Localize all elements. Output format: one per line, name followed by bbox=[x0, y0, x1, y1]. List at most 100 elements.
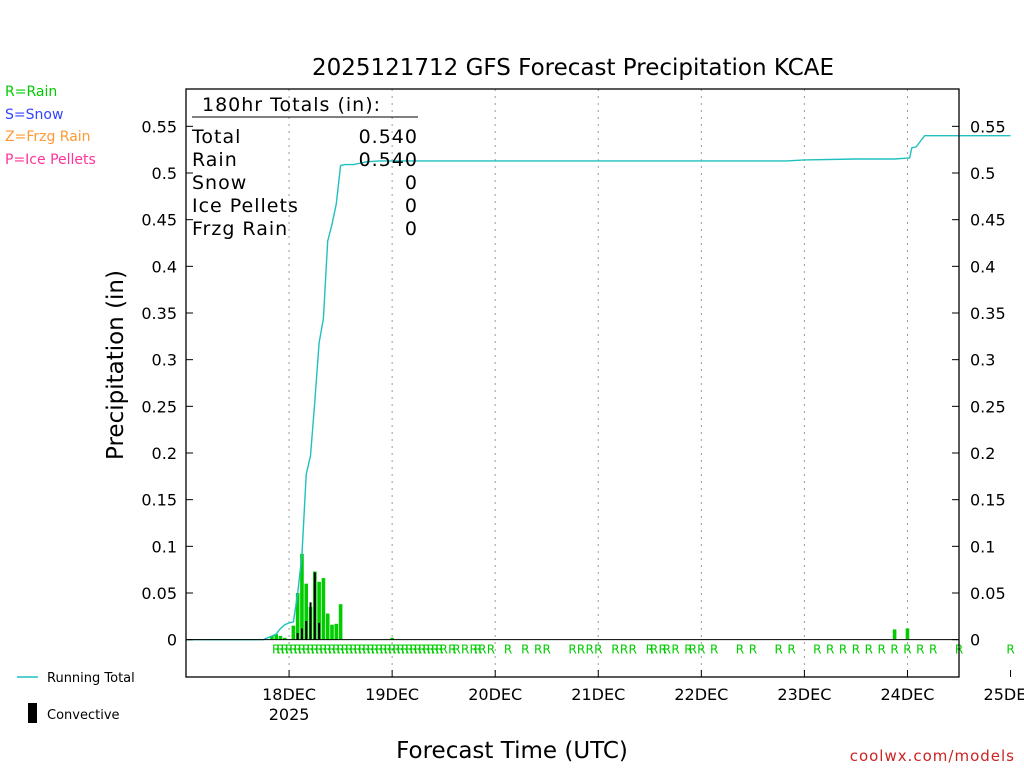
ptype-mark-rain: R bbox=[452, 643, 460, 657]
rain-bar bbox=[291, 625, 296, 640]
rain-bar bbox=[295, 593, 300, 640]
rain-bar bbox=[325, 613, 330, 640]
x-tick-label: 22DEC bbox=[674, 685, 728, 704]
ptype-legend-ice-pellets: P=Ice Pellets bbox=[5, 152, 96, 168]
ptype-mark-rain: R bbox=[865, 643, 873, 657]
ptype-mark-rain: R bbox=[293, 643, 301, 657]
precipitation-bars bbox=[270, 553, 910, 640]
y-axis-right: 0 0.05 0.1 0.15 0.2 0.25 0.3 0.35 0.4 0.45 0.5 0.55 bbox=[952, 117, 1006, 650]
ptype-mark-rain: R bbox=[470, 643, 478, 657]
convective-bar bbox=[318, 622, 321, 640]
ptype-mark-rain: R bbox=[929, 643, 937, 657]
ptype-mark-rain: R bbox=[659, 643, 667, 657]
ptype-mark-rain: R bbox=[577, 643, 585, 657]
ptype-mark-rain: R bbox=[568, 643, 576, 657]
ptype-mark-rain: R bbox=[1006, 643, 1014, 657]
ptype-mark-rain: R bbox=[787, 643, 795, 657]
ptype-mark-rain: R bbox=[749, 643, 757, 657]
ptype-mark-rain: R bbox=[697, 643, 705, 657]
x-tick-sublabel: 2025 bbox=[269, 705, 310, 724]
ptype-mark-rain: R bbox=[620, 643, 628, 657]
totals-heading: 180hr Totals (in): bbox=[202, 94, 381, 116]
ptype-mark-rain: R bbox=[774, 643, 782, 657]
chart-title: 2025121712 GFS Forecast Precipitation KC… bbox=[312, 55, 834, 81]
y-tick-label: 0.1 bbox=[152, 537, 177, 556]
y-tick-label: 0.25 bbox=[970, 397, 1006, 416]
y-tick-label: 0.15 bbox=[970, 491, 1006, 510]
ptype-mark-rain: R bbox=[852, 643, 860, 657]
ptype-mark-rain: R bbox=[628, 643, 636, 657]
rain-bar bbox=[278, 635, 283, 640]
ptype-mark-rain: R bbox=[349, 643, 357, 657]
running-total-line bbox=[186, 135, 1011, 641]
totals-value: 0.540 bbox=[359, 149, 418, 171]
rain-bar bbox=[892, 629, 897, 640]
ptype-legend-rain: R=Rain bbox=[5, 84, 57, 100]
convective-bar bbox=[300, 628, 303, 640]
ptype-mark-rain: R bbox=[302, 643, 310, 657]
totals-label: Snow bbox=[192, 172, 247, 194]
series-legend: Running Total Convective bbox=[17, 671, 135, 723]
ptype-mark-rain: R bbox=[710, 643, 718, 657]
ptype-mark-rain: R bbox=[281, 643, 289, 657]
rain-bar bbox=[390, 637, 394, 640]
ptype-mark-rain: R bbox=[435, 643, 443, 657]
y-tick-label: 0.05 bbox=[970, 584, 1006, 603]
ptype-mark-rain: R bbox=[684, 643, 692, 657]
ptype-mark-rain: R bbox=[311, 643, 319, 657]
ptype-mark-rain: R bbox=[813, 643, 821, 657]
rain-bar bbox=[270, 635, 274, 640]
x-tick-label: 19DEC bbox=[365, 685, 419, 704]
convective-legend-swatch bbox=[28, 703, 37, 723]
ptype-mark-rain: R bbox=[890, 643, 898, 657]
rain-bar bbox=[321, 578, 326, 640]
ptype-mark-rain: R bbox=[298, 643, 306, 657]
x-tick-label: 25DEC bbox=[984, 685, 1024, 704]
ptype-mark-rain: R bbox=[487, 643, 495, 657]
ptype-mark-rain: R bbox=[431, 643, 439, 657]
ptype-marks: RRRRRRRRRRRRRRRRRRRRRRRRRRRRRRRRRRRRRRRR… bbox=[272, 643, 1015, 657]
ptype-mark-rain: R bbox=[405, 643, 413, 657]
y-tick-label: 0.55 bbox=[141, 117, 177, 136]
ptype-mark-rain: R bbox=[663, 643, 671, 657]
ptype-mark-rain: R bbox=[306, 643, 314, 657]
ptype-mark-rain: R bbox=[916, 643, 924, 657]
ptype-legend: R=Rain S=Snow Z=Frzg Rain P=Ice Pellets bbox=[5, 84, 96, 168]
x-tick-label: 20DEC bbox=[468, 685, 522, 704]
ptype-mark-rain: R bbox=[375, 643, 383, 657]
y-tick-label: 0.35 bbox=[970, 304, 1006, 323]
ptype-mark-rain: R bbox=[345, 643, 353, 657]
ptype-mark-rain: R bbox=[384, 643, 392, 657]
vertical-gridlines bbox=[288, 89, 908, 677]
totals-value: 0 bbox=[405, 172, 418, 194]
ptype-mark-rain: R bbox=[504, 643, 512, 657]
y-tick-label: 0 bbox=[167, 631, 177, 650]
ptype-mark-rain: R bbox=[379, 643, 387, 657]
ptype-mark-rain: R bbox=[611, 643, 619, 657]
running-total-legend-label: Running Total bbox=[47, 671, 135, 686]
totals-label: Ice Pellets bbox=[192, 195, 299, 217]
ptype-mark-rain: R bbox=[414, 643, 422, 657]
totals-label: Frzg Rain bbox=[192, 218, 288, 240]
y-tick-label: 0.4 bbox=[970, 257, 995, 276]
rain-bar bbox=[300, 553, 304, 640]
x-tick-label: 24DEC bbox=[880, 685, 934, 704]
y-tick-label: 0.5 bbox=[152, 164, 177, 183]
rain-bar bbox=[338, 604, 343, 640]
x-tick-label: 21DEC bbox=[571, 685, 625, 704]
ptype-mark-rain: R bbox=[388, 643, 396, 657]
ptype-mark-rain: R bbox=[461, 643, 469, 657]
x-tick-label: 23DEC bbox=[777, 685, 831, 704]
ptype-legend-snow: S=Snow bbox=[5, 107, 63, 123]
y-tick-label: 0.55 bbox=[970, 117, 1006, 136]
ptype-mark-rain: R bbox=[671, 643, 679, 657]
ptype-mark-rain: R bbox=[427, 643, 435, 657]
ptype-mark-rain: R bbox=[409, 643, 417, 657]
y-tick-label: 0.15 bbox=[141, 491, 177, 510]
ptype-mark-rain: R bbox=[903, 643, 911, 657]
y-tick-label: 0.25 bbox=[141, 397, 177, 416]
totals-box: 180hr Totals (in): Total 0.540 Rain 0.54… bbox=[191, 94, 418, 240]
y-axis-label: Precipitation (in) bbox=[103, 270, 129, 460]
ptype-mark-rain: R bbox=[328, 643, 336, 657]
